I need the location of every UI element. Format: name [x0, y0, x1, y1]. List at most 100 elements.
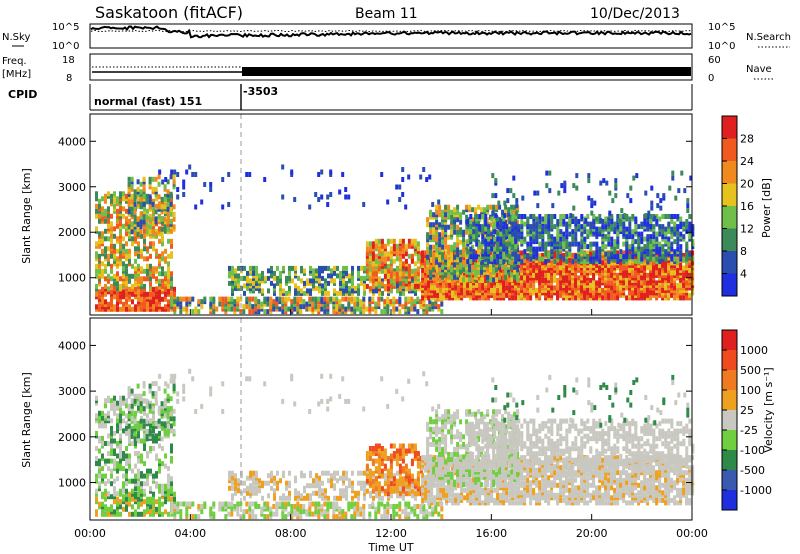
power-cell: [553, 275, 556, 280]
sky-tick-bottom: 10^0: [52, 41, 79, 52]
velocity-cell: [110, 449, 113, 454]
power-cell: [231, 271, 234, 276]
power-cell: [441, 275, 444, 280]
velocity-cell: [161, 502, 164, 507]
velocity-cell: [134, 509, 137, 514]
power-cell: [131, 236, 134, 241]
power-cell: [158, 182, 161, 187]
power-cell: [281, 309, 284, 314]
power-cell: [402, 244, 405, 249]
power-cell: [221, 205, 224, 210]
power-cell: [387, 264, 390, 269]
power-cell: [149, 276, 152, 281]
power-colorbar-label: Power [dB]: [760, 178, 773, 238]
power-cell: [372, 261, 375, 266]
power-cell: [526, 254, 529, 259]
power-cell: [236, 297, 239, 302]
velocity-cell: [104, 413, 107, 418]
colorbar-swatch: [722, 161, 737, 184]
power-cell: [288, 271, 291, 276]
power-cell: [104, 269, 107, 274]
velocity-cell: [107, 507, 110, 512]
power-cell: [327, 266, 330, 271]
power-cell: [494, 178, 497, 183]
power-cell: [119, 254, 122, 259]
power-cell: [450, 215, 453, 220]
velocity-cell: [98, 459, 101, 464]
power-cell: [425, 304, 428, 309]
power-cell: [523, 275, 526, 280]
power-cell: [553, 237, 556, 242]
velocity-cell: [122, 456, 125, 461]
power-cell: [327, 273, 330, 278]
power-cell: [369, 256, 372, 261]
power-cell: [179, 304, 182, 309]
power-cell: [122, 214, 125, 219]
power-cell: [496, 288, 499, 293]
power-cell: [480, 265, 483, 270]
power-cell: [649, 278, 652, 283]
power-cell: [456, 247, 459, 252]
power-cell: [644, 213, 647, 218]
power-cell: [441, 215, 444, 220]
power-cell: [227, 307, 230, 312]
power-cell: [341, 304, 344, 309]
power-cell: [143, 269, 146, 274]
power-cell: [242, 304, 245, 309]
power-cell: [529, 224, 532, 229]
power-cell: [411, 269, 414, 274]
power-cell: [396, 288, 399, 293]
power-cell: [155, 177, 158, 182]
power-cell: [333, 288, 336, 293]
power-cell: [393, 239, 396, 244]
power-cell: [437, 200, 440, 205]
power-cell: [595, 254, 598, 259]
power-cell: [462, 237, 465, 242]
power-cell: [517, 224, 520, 229]
power-cell: [381, 239, 384, 244]
velocity-cell: [98, 474, 101, 479]
power-cell: [441, 210, 444, 215]
power-cell: [545, 183, 548, 188]
power-cell: [246, 276, 249, 281]
power-cell: [466, 283, 469, 288]
power-cell: [116, 249, 119, 254]
power-cell: [275, 302, 278, 307]
power-cell: [544, 252, 547, 257]
power-cell: [278, 297, 281, 302]
power-cell: [95, 191, 98, 196]
power-cell: [176, 187, 179, 192]
power-cell: [308, 297, 311, 302]
power-cell: [502, 239, 505, 244]
power-cell: [444, 245, 447, 250]
noise-panel: N.Sky 10^5 10^0 10^5 10^0 N.Search: [2, 22, 791, 52]
velocity-cell: [101, 492, 104, 497]
power-cell: [143, 239, 146, 244]
power-cell: [143, 229, 146, 234]
power-cell: [161, 180, 164, 185]
power-cell: [450, 265, 453, 270]
velocity-cell: [104, 441, 107, 446]
colorbar-swatch: [722, 274, 737, 297]
power-cell: [556, 254, 559, 259]
power-cell: [381, 256, 384, 261]
power-cell: [650, 201, 653, 206]
power-cell: [140, 297, 143, 302]
power-cell: [610, 252, 613, 257]
colorbar-swatch: [722, 251, 737, 274]
power-cell: [667, 265, 670, 270]
power-cell: [526, 217, 529, 222]
y-tick-label: 2000: [58, 226, 86, 239]
y-tick-label: 1000: [58, 272, 86, 285]
power-cell: [562, 214, 565, 219]
power-cell: [497, 201, 500, 206]
power-cell: [125, 264, 128, 269]
power-cell: [435, 220, 438, 225]
power-cell: [625, 252, 628, 257]
power-cell: [661, 234, 664, 239]
power-cell: [158, 204, 161, 209]
power-cell: [167, 227, 170, 232]
velocity-cell: [164, 499, 167, 504]
power-cell: [634, 288, 637, 293]
power-cell: [577, 275, 580, 280]
